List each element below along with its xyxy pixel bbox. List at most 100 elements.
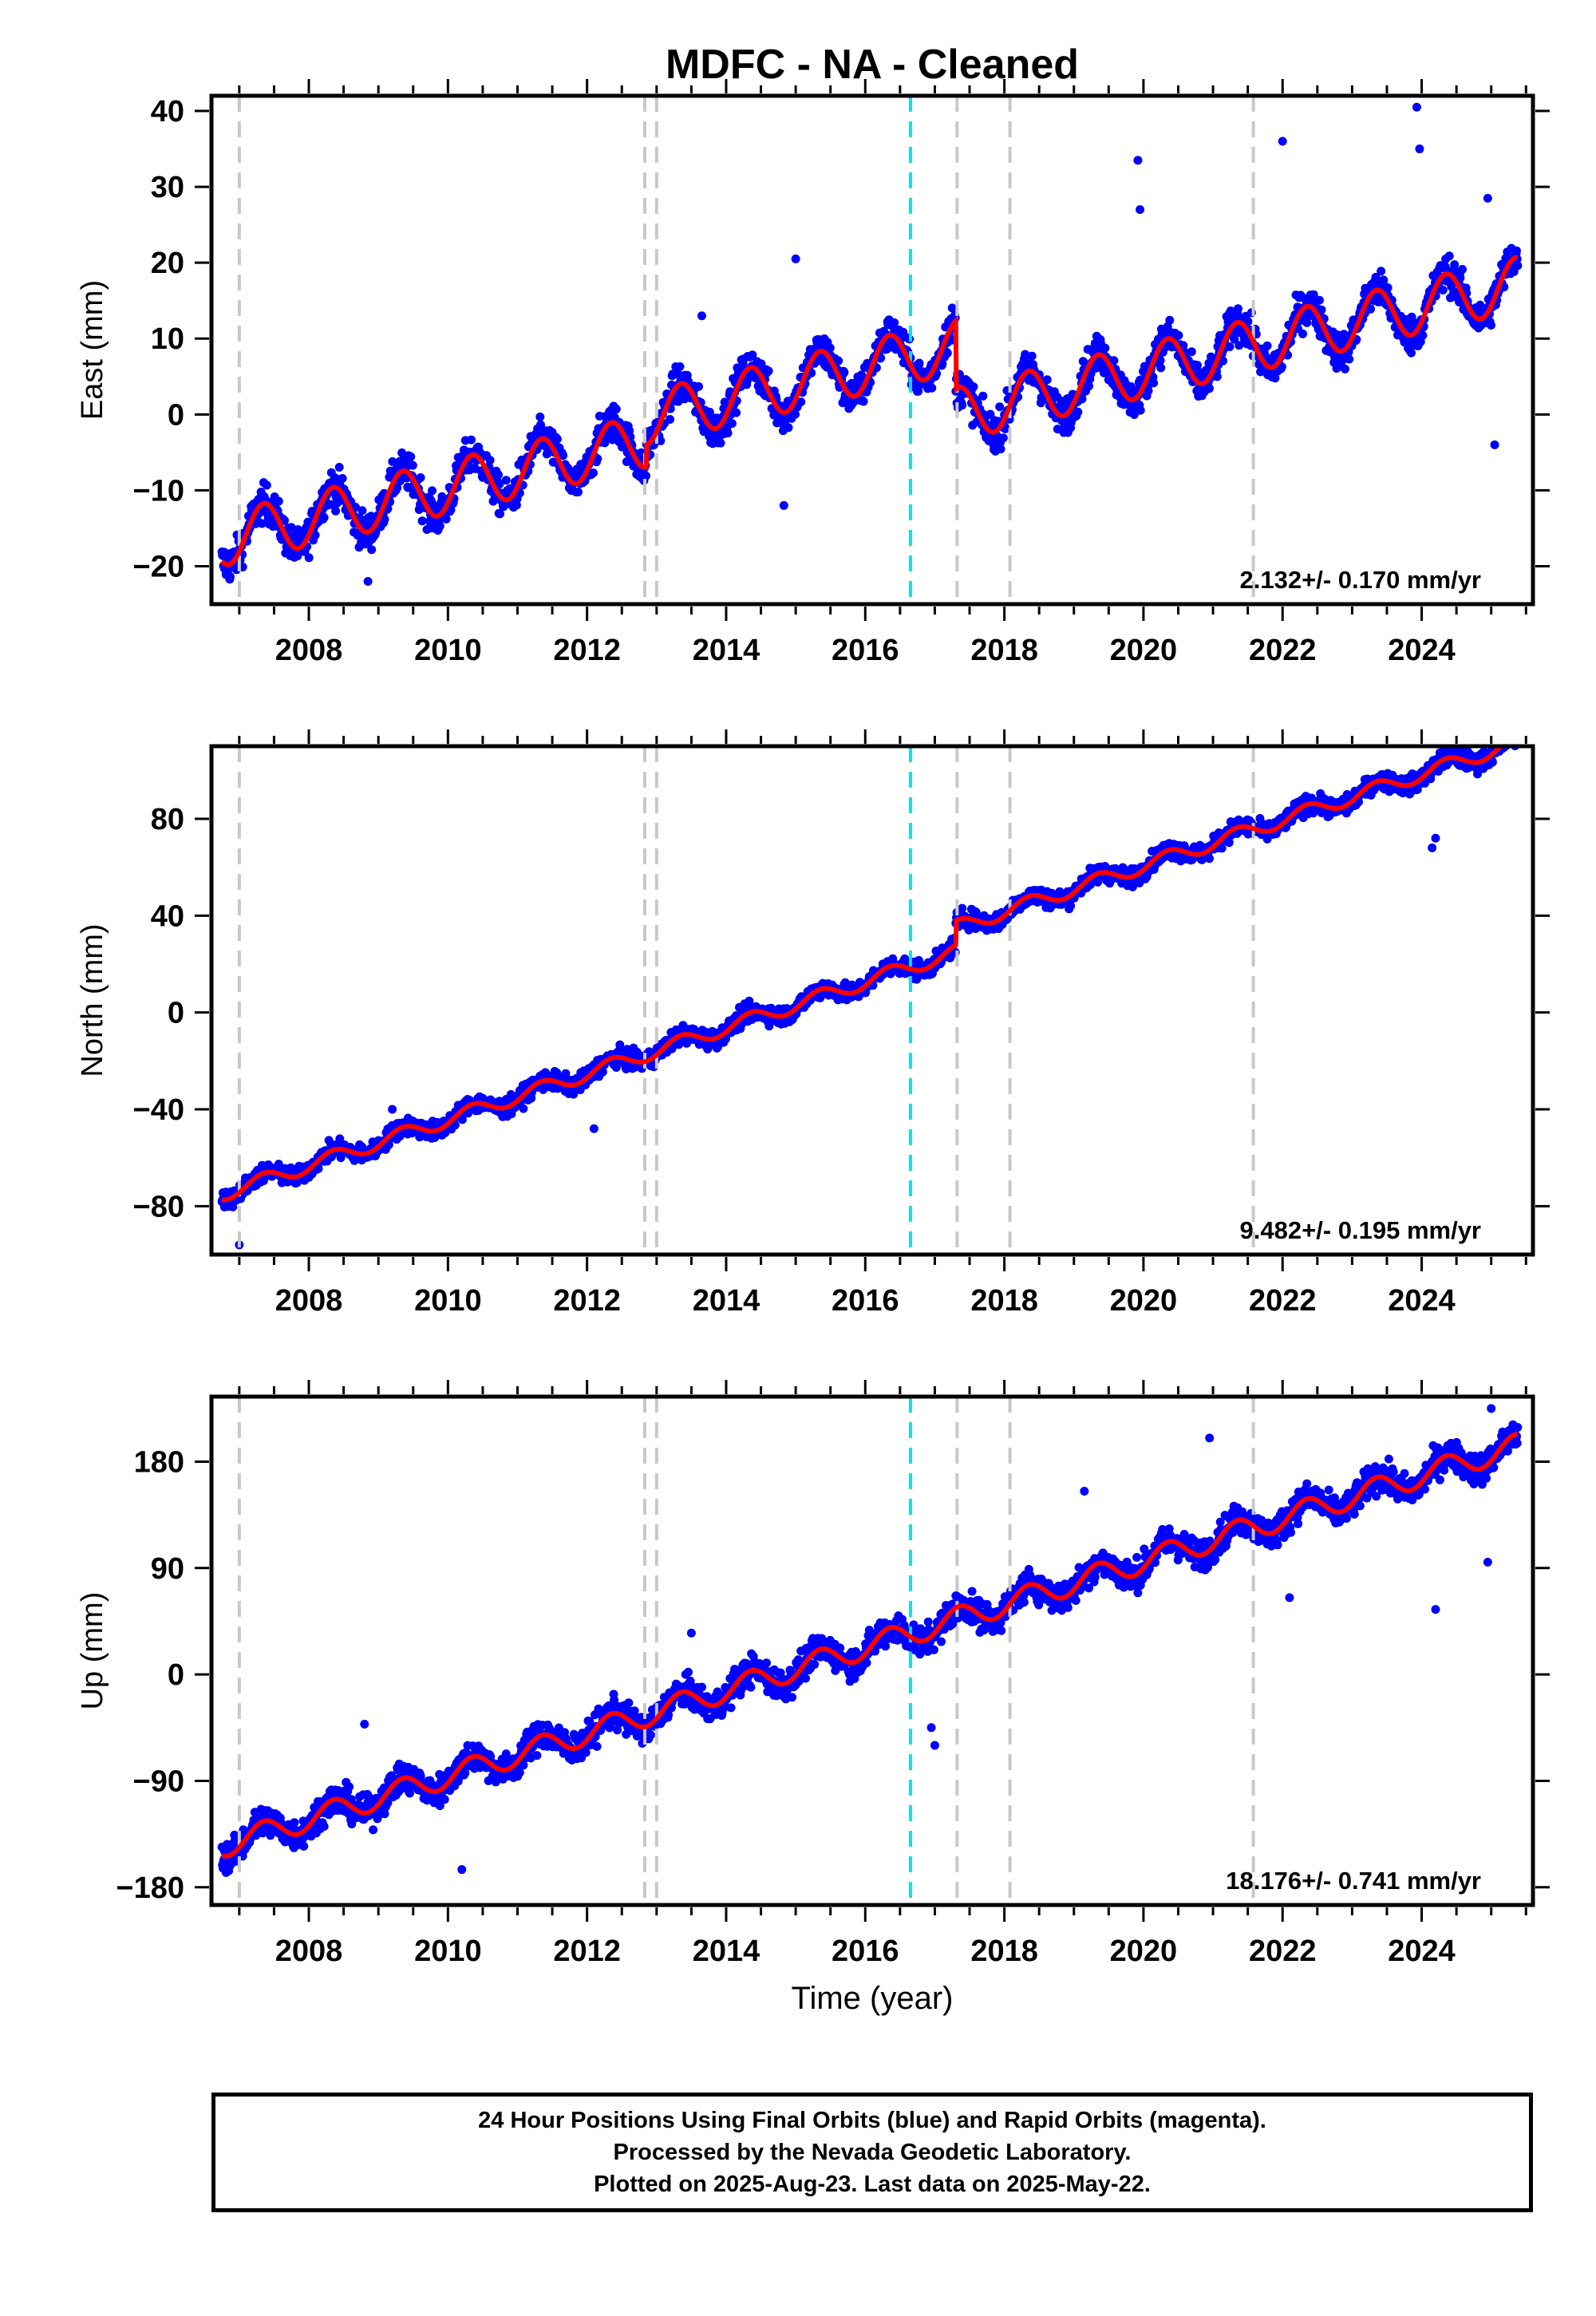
x-tick-label: 2014 [693,634,760,667]
data-point [367,545,377,555]
data-point [519,1104,528,1113]
data-point-outlier [1490,440,1499,449]
data-point [494,470,503,480]
data-point [338,474,347,483]
y-tick-label: 0 [168,398,184,432]
plot-area [217,746,1520,1255]
data-point [947,303,957,313]
x-tick-label: 2022 [1249,634,1317,667]
x-tick-label: 2008 [275,634,343,667]
data-point [257,519,267,528]
data-point [1450,260,1460,270]
data-point [274,496,283,506]
data-point [915,358,924,368]
data-point [1234,304,1242,314]
data-point [593,454,602,464]
data-point [1001,424,1010,433]
data-point [732,408,741,417]
data-point [723,429,733,438]
data-point [310,531,320,539]
data-point-outlier [1136,205,1145,215]
data-point [727,419,737,429]
data-point [1444,251,1454,261]
data-point [485,456,495,465]
rate-label: 2.132+/- 0.170 mm/yr [1240,566,1481,594]
data-point-outlier [1278,136,1287,146]
data-point [1345,354,1354,364]
data-point [859,397,868,406]
data-point [825,343,835,353]
data-point-outlier [791,254,800,263]
data-point [1149,378,1159,388]
data-point [435,521,444,531]
panel-east: 2008 2010 2012 2014 2016 2018 2020 2022 20244030… [76,79,1550,667]
data-point [1187,347,1196,357]
data-point [666,415,675,424]
y-tick-label: 10 [151,322,184,356]
data-point [319,513,329,522]
data-point [791,409,800,419]
data-point [694,381,703,391]
plot-area [217,96,1523,604]
data-point [574,488,583,496]
data-point-outlier [1483,193,1492,203]
figure-title: MDFC - NA - Cleaned [666,41,1079,88]
data-point [1217,844,1227,853]
y-tick-label: 20 [151,247,184,280]
data-point [1383,283,1393,292]
data-point [393,483,402,492]
data-point [996,445,1005,454]
data-point [358,506,367,516]
y-tick-label: −20 [133,550,184,583]
x-tick-label: 2020 [1110,634,1178,667]
data-point [958,903,967,913]
y-axis-title: East (mm) [76,280,109,420]
data-point [535,412,545,421]
data-point [969,382,978,392]
x-tick-label: 2012 [553,634,621,667]
data-point [938,359,947,369]
data-point [1100,343,1110,353]
data-point [927,383,937,393]
data-point-outlier [697,311,706,321]
data-point-outlier [1415,144,1424,154]
data-point-outlier [363,576,373,586]
data-point [1205,854,1214,864]
data-point [958,401,967,410]
data-point [1212,372,1222,381]
data-point [675,362,685,371]
data-point [495,480,504,489]
data-point [611,405,621,414]
data-points [217,102,1523,586]
x-tick-label: 2010 [414,634,482,667]
y-tick-label: −10 [133,474,184,508]
data-point [748,350,757,360]
data-point [1314,295,1324,305]
data-point [286,523,296,532]
data-point [834,356,843,366]
data-point [784,423,793,433]
y-tick-label: 30 [151,171,184,204]
data-point [839,368,849,377]
data-point [416,473,425,482]
x-tick-label: 2016 [832,634,899,667]
data-point [1513,261,1523,271]
data-point [408,460,417,470]
data-point [350,502,360,512]
x-tick-label: 2024 [1388,634,1456,667]
data-point [559,451,568,460]
data-point [334,463,344,472]
data-point [1165,315,1175,325]
data-point [1438,286,1448,294]
data-point [890,318,899,327]
data-point [304,553,314,563]
data-point [1418,330,1428,340]
data-point [331,506,341,516]
data-point [1174,330,1183,340]
data-point [1225,342,1235,351]
data-point [978,391,988,401]
data-point [716,438,725,448]
data-point [1487,321,1495,330]
data-point [1136,405,1145,415]
data-point [1205,384,1214,393]
